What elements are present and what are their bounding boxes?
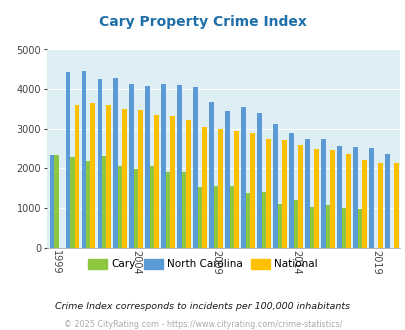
Bar bbox=[266, 139, 270, 248]
Bar bbox=[106, 105, 111, 248]
Bar bbox=[357, 210, 361, 248]
Bar bbox=[368, 148, 373, 248]
Bar bbox=[65, 73, 70, 248]
Bar bbox=[377, 163, 382, 248]
Bar bbox=[161, 84, 166, 248]
Bar bbox=[186, 120, 190, 248]
Bar bbox=[345, 154, 350, 248]
Bar bbox=[250, 133, 254, 248]
Bar bbox=[97, 79, 102, 248]
Bar bbox=[49, 155, 54, 248]
Bar bbox=[166, 172, 170, 248]
Legend: Cary, North Carolina, National: Cary, North Carolina, National bbox=[84, 255, 321, 274]
Bar bbox=[54, 155, 58, 248]
Bar bbox=[197, 187, 202, 248]
Bar bbox=[341, 208, 345, 248]
Bar bbox=[154, 115, 158, 248]
Bar bbox=[273, 124, 277, 248]
Bar bbox=[261, 192, 266, 248]
Bar bbox=[177, 85, 181, 248]
Bar bbox=[209, 102, 213, 248]
Bar bbox=[218, 129, 222, 248]
Text: © 2025 CityRating.com - https://www.cityrating.com/crime-statistics/: © 2025 CityRating.com - https://www.city… bbox=[64, 319, 341, 329]
Bar bbox=[329, 150, 334, 248]
Bar bbox=[118, 166, 122, 248]
Bar bbox=[129, 84, 134, 248]
Bar bbox=[86, 161, 90, 248]
Bar bbox=[70, 157, 74, 248]
Bar bbox=[241, 107, 245, 248]
Bar bbox=[113, 78, 118, 248]
Bar bbox=[74, 105, 79, 248]
Bar bbox=[149, 166, 154, 248]
Bar bbox=[245, 193, 250, 248]
Bar bbox=[90, 103, 95, 248]
Bar bbox=[325, 205, 329, 248]
Bar bbox=[361, 160, 366, 248]
Bar bbox=[309, 207, 313, 248]
Bar bbox=[281, 140, 286, 248]
Bar bbox=[229, 186, 234, 248]
Bar bbox=[298, 145, 302, 248]
Text: Crime Index corresponds to incidents per 100,000 inhabitants: Crime Index corresponds to incidents per… bbox=[55, 302, 350, 311]
Bar bbox=[202, 127, 206, 248]
Bar bbox=[134, 169, 138, 248]
Bar bbox=[181, 172, 186, 248]
Bar bbox=[305, 139, 309, 248]
Bar bbox=[81, 71, 86, 248]
Text: Cary Property Crime Index: Cary Property Crime Index bbox=[99, 15, 306, 29]
Bar bbox=[102, 156, 106, 248]
Bar bbox=[193, 87, 197, 248]
Bar bbox=[122, 109, 127, 248]
Bar bbox=[145, 85, 149, 248]
Bar bbox=[337, 146, 341, 248]
Bar bbox=[225, 111, 229, 248]
Bar bbox=[352, 147, 357, 248]
Bar bbox=[170, 115, 175, 248]
Bar bbox=[234, 131, 238, 248]
Bar bbox=[213, 186, 218, 248]
Bar bbox=[320, 139, 325, 248]
Bar bbox=[384, 154, 389, 248]
Bar bbox=[277, 204, 281, 248]
Bar bbox=[289, 133, 293, 248]
Bar bbox=[257, 113, 261, 248]
Bar bbox=[393, 163, 398, 248]
Bar bbox=[313, 149, 318, 248]
Bar bbox=[293, 200, 298, 248]
Bar bbox=[138, 110, 143, 248]
